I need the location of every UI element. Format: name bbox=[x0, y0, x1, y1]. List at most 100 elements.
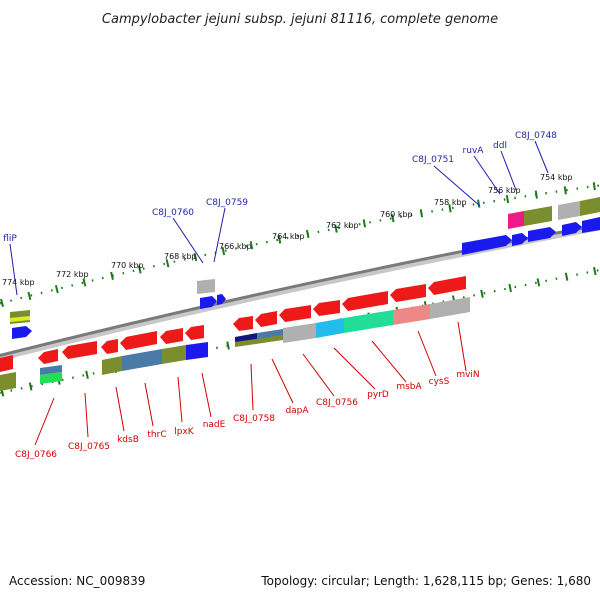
gene-arrow-minus bbox=[342, 291, 388, 311]
gene-arrow-minus bbox=[120, 331, 157, 350]
major-tick bbox=[448, 204, 452, 213]
gene-label: msbA bbox=[396, 382, 422, 392]
major-tick bbox=[54, 284, 59, 294]
feature-bar bbox=[580, 197, 600, 216]
major-tick bbox=[592, 182, 596, 191]
gene-label: C8J_0758 bbox=[233, 414, 275, 424]
major-tick bbox=[563, 186, 567, 195]
gene-label: C8J_0751 bbox=[412, 155, 454, 165]
major-tick bbox=[536, 278, 541, 287]
gene-label: ruvA bbox=[463, 146, 485, 156]
major-tick bbox=[480, 289, 484, 298]
feature-bar bbox=[508, 211, 524, 229]
feature-bar bbox=[524, 206, 552, 226]
gene-label: mviN bbox=[456, 370, 479, 380]
major-tick bbox=[221, 246, 226, 256]
backbone-shadow bbox=[0, 225, 600, 362]
gene-label: fliP bbox=[3, 234, 17, 244]
major-tick bbox=[305, 229, 310, 239]
bottom-gene-labels: C8J_0766 C8J_0765 kdsB thrC lpxK nadE C8… bbox=[15, 370, 480, 460]
gene-arrow-plus bbox=[217, 294, 226, 305]
map-title: Campylobacter jejuni subsp. jejuni 81116… bbox=[102, 12, 498, 27]
major-tick bbox=[226, 341, 230, 350]
gene-arrow-minus bbox=[101, 339, 118, 354]
feature-bar bbox=[235, 335, 283, 347]
bottom-label-leaders bbox=[34, 321, 467, 446]
gene-arrow-minus bbox=[38, 349, 58, 364]
gene-arrow-minus bbox=[233, 316, 253, 331]
major-tick bbox=[28, 382, 33, 391]
gene-arrow-plus bbox=[200, 296, 217, 309]
feature-bar bbox=[102, 356, 122, 375]
major-tick bbox=[85, 370, 89, 379]
gene-label: lpxK bbox=[174, 427, 195, 437]
feature-bar bbox=[186, 342, 208, 360]
gene-arrow-minus bbox=[0, 355, 13, 372]
plus-strand-genes bbox=[12, 217, 600, 339]
major-tick bbox=[508, 283, 512, 293]
major-tick bbox=[334, 224, 338, 233]
gene-label: C8J_0766 bbox=[15, 450, 57, 460]
feature-bar bbox=[122, 349, 162, 371]
kbp-scale: 774 kbp 772 kbp 770 kbp 768 kbp 766 kbp … bbox=[2, 173, 573, 287]
gene-label: pyrD bbox=[367, 390, 389, 400]
feature-bar bbox=[283, 323, 316, 343]
major-tick bbox=[110, 271, 114, 280]
kbp-label: 774 kbp bbox=[2, 278, 35, 287]
gene-arrow-plus bbox=[528, 227, 556, 242]
gene-arrow-minus bbox=[313, 300, 340, 316]
top-label-leaders bbox=[9, 140, 549, 296]
kbp-label: 754 kbp bbox=[540, 173, 573, 182]
gene-arrow-minus bbox=[255, 311, 277, 327]
feature-bar bbox=[0, 372, 16, 391]
major-tick bbox=[0, 298, 4, 308]
major-tick bbox=[362, 219, 367, 228]
gene-label: C8J_0765 bbox=[68, 442, 110, 452]
gene-arrow-plus bbox=[12, 326, 32, 339]
gene-label: C8J_0756 bbox=[316, 398, 358, 408]
genome-summary: Topology: circular; Length: 1,628,115 bp… bbox=[261, 574, 591, 588]
gene-label: thrC bbox=[147, 430, 166, 440]
accession-label: Accession: NC_009839 bbox=[9, 574, 146, 588]
major-tick bbox=[27, 291, 32, 301]
major-tick bbox=[137, 265, 142, 274]
feature-bar bbox=[197, 279, 215, 294]
major-tick bbox=[82, 278, 87, 287]
feature-bar bbox=[344, 310, 393, 333]
gene-arrow-plus bbox=[462, 235, 512, 255]
major-tick bbox=[249, 241, 254, 250]
gene-arrow-minus bbox=[428, 276, 466, 295]
gene-label: dapA bbox=[285, 406, 309, 416]
kbp-label: 770 kbp bbox=[111, 261, 144, 270]
major-tick bbox=[419, 209, 424, 218]
gene-arrow-plus bbox=[582, 217, 600, 233]
major-tick bbox=[165, 259, 170, 268]
gene-label: nadE bbox=[203, 420, 226, 430]
top-gene-labels: fliP C8J_0760 C8J_0759 C8J_0751 ruvA ddl… bbox=[3, 131, 557, 244]
major-tick bbox=[564, 272, 569, 281]
gene-arrow-minus bbox=[185, 325, 204, 340]
kbp-label: 760 kbp bbox=[380, 210, 413, 219]
feature-bar bbox=[430, 297, 470, 319]
major-tick bbox=[534, 190, 538, 199]
major-tick bbox=[391, 214, 395, 223]
feature-bar bbox=[40, 365, 62, 375]
gene-label: ddl bbox=[493, 141, 507, 151]
gene-arrow-plus bbox=[512, 233, 528, 246]
outer-major-ticks bbox=[0, 182, 596, 308]
feature-bar bbox=[162, 345, 186, 364]
major-tick bbox=[277, 235, 282, 244]
kbp-label: 764 kbp bbox=[272, 232, 305, 241]
minus-strand-genes bbox=[0, 276, 466, 372]
major-tick bbox=[193, 252, 198, 262]
kbp-label: 768 kbp bbox=[164, 252, 197, 261]
major-tick bbox=[593, 266, 597, 276]
feature-bars bbox=[0, 197, 600, 391]
gene-label: C8J_0748 bbox=[515, 131, 557, 141]
major-tick bbox=[477, 199, 481, 208]
gene-label: C8J_0759 bbox=[206, 198, 248, 208]
gene-arrow-minus bbox=[62, 341, 97, 359]
gene-label: kdsB bbox=[117, 435, 139, 445]
gene-label: cysS bbox=[429, 377, 450, 387]
